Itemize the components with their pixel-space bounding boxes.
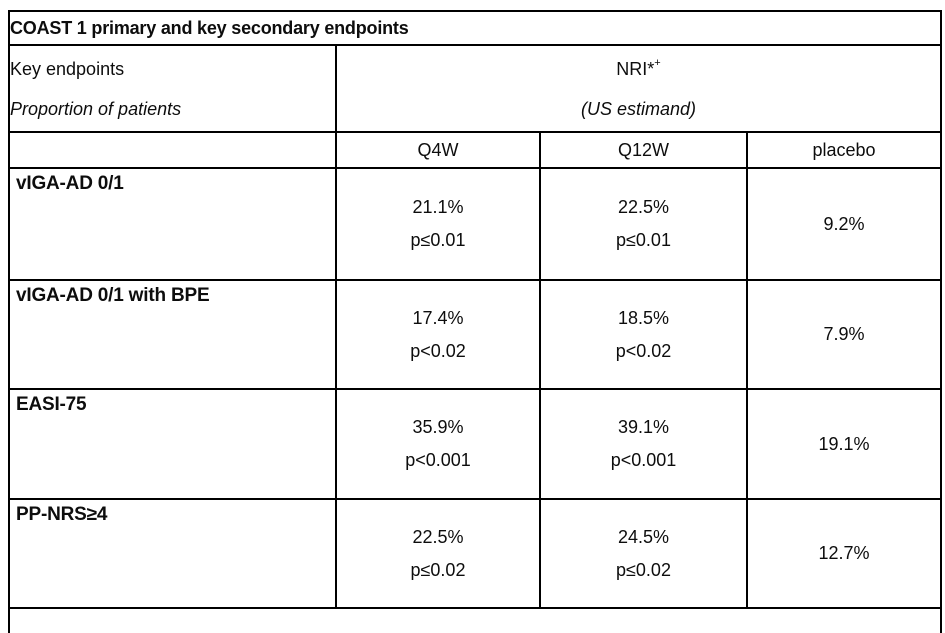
endpoint-label: vIGA-AD 0/1 bbox=[8, 167, 337, 281]
nri-header-cell: NRI*+ (US estimand) bbox=[334, 44, 943, 133]
nri-estimand-label: (US estimand) bbox=[581, 98, 697, 119]
q12w-value: 18.5% bbox=[617, 307, 670, 328]
q4w-value: 22.5% bbox=[412, 526, 464, 547]
table-row: vIGA-AD 0/1 with BPE 17.4% p<0.02 18.5% … bbox=[8, 279, 943, 390]
footnote-cell bbox=[7, 607, 943, 633]
table-row: PP-NRS≥4 22.5% p≤0.02 24.5% p≤0.02 12.7% bbox=[8, 498, 943, 609]
cell-q12w: 22.5% p≤0.01 bbox=[539, 167, 748, 281]
cell-q12w: 24.5% p≤0.02 bbox=[539, 498, 748, 609]
endpoint-label: PP-NRS≥4 bbox=[8, 498, 337, 609]
q12w-value: 39.1% bbox=[617, 417, 670, 437]
key-endpoints-header-cell: Key endpoints Proportion of patients bbox=[8, 44, 337, 133]
endpoint-label: EASI-75 bbox=[8, 388, 337, 500]
key-endpoints-subtitle: Proportion of patients bbox=[10, 98, 182, 119]
footnote-row-cutoff bbox=[7, 607, 943, 633]
q4w-pvalue: p<0.02 bbox=[410, 340, 466, 361]
q12w-pvalue: p<0.001 bbox=[610, 450, 677, 470]
cell-placebo: 9.2% bbox=[745, 167, 943, 281]
column-header-q4w: Q4W bbox=[335, 131, 541, 169]
nri-label: NRI*+ bbox=[616, 56, 661, 79]
cell-q12w: 39.1% p<0.001 bbox=[539, 388, 748, 500]
q12w-value: 22.5% bbox=[617, 197, 670, 217]
table-header-row: Key endpoints Proportion of patients NRI… bbox=[8, 44, 943, 133]
cell-placebo: 19.1% bbox=[745, 388, 943, 500]
cell-q12w: 18.5% p<0.02 bbox=[539, 279, 748, 390]
q4w-value: 17.4% bbox=[412, 307, 464, 328]
key-endpoints-label: Key endpoints bbox=[10, 58, 125, 79]
cell-q4w: 22.5% p≤0.02 bbox=[335, 498, 541, 609]
q4w-value: 21.1% bbox=[412, 197, 464, 217]
q12w-value: 24.5% bbox=[617, 526, 670, 547]
cell-placebo: 7.9% bbox=[745, 279, 943, 390]
table-title-row: COAST 1 primary and key secondary endpoi… bbox=[7, 10, 943, 46]
coast1-endpoints-table: COAST 1 primary and key secondary endpoi… bbox=[7, 10, 943, 633]
column-header-q12w: Q12W bbox=[539, 131, 748, 169]
cell-q4w: 17.4% p<0.02 bbox=[335, 279, 541, 390]
endpoint-label: vIGA-AD 0/1 with BPE bbox=[8, 279, 337, 390]
q4w-pvalue: p≤0.01 bbox=[410, 230, 466, 250]
column-header-row: Q4W Q12W placebo bbox=[8, 131, 943, 169]
q12w-pvalue: p≤0.01 bbox=[616, 230, 671, 250]
q12w-pvalue: p<0.02 bbox=[615, 340, 672, 361]
table-title: COAST 1 primary and key secondary endpoi… bbox=[7, 10, 943, 46]
cell-q4w: 35.9% p<0.001 bbox=[335, 388, 541, 500]
table-row: vIGA-AD 0/1 21.1% p≤0.01 22.5% p≤0.01 9.… bbox=[8, 167, 943, 281]
q4w-pvalue: p<0.001 bbox=[405, 450, 471, 470]
q12w-pvalue: p≤0.02 bbox=[616, 559, 671, 580]
q4w-pvalue: p≤0.02 bbox=[410, 559, 466, 580]
nri-superscript: + bbox=[654, 56, 661, 69]
cell-placebo: 12.7% bbox=[745, 498, 943, 609]
q4w-value: 35.9% bbox=[412, 417, 464, 437]
column-header-placebo: placebo bbox=[745, 131, 943, 169]
cell-q4w: 21.1% p≤0.01 bbox=[335, 167, 541, 281]
endpoint-column-spacer-cell bbox=[8, 131, 337, 169]
table-row: EASI-75 35.9% p<0.001 39.1% p<0.001 19.1… bbox=[8, 388, 943, 500]
